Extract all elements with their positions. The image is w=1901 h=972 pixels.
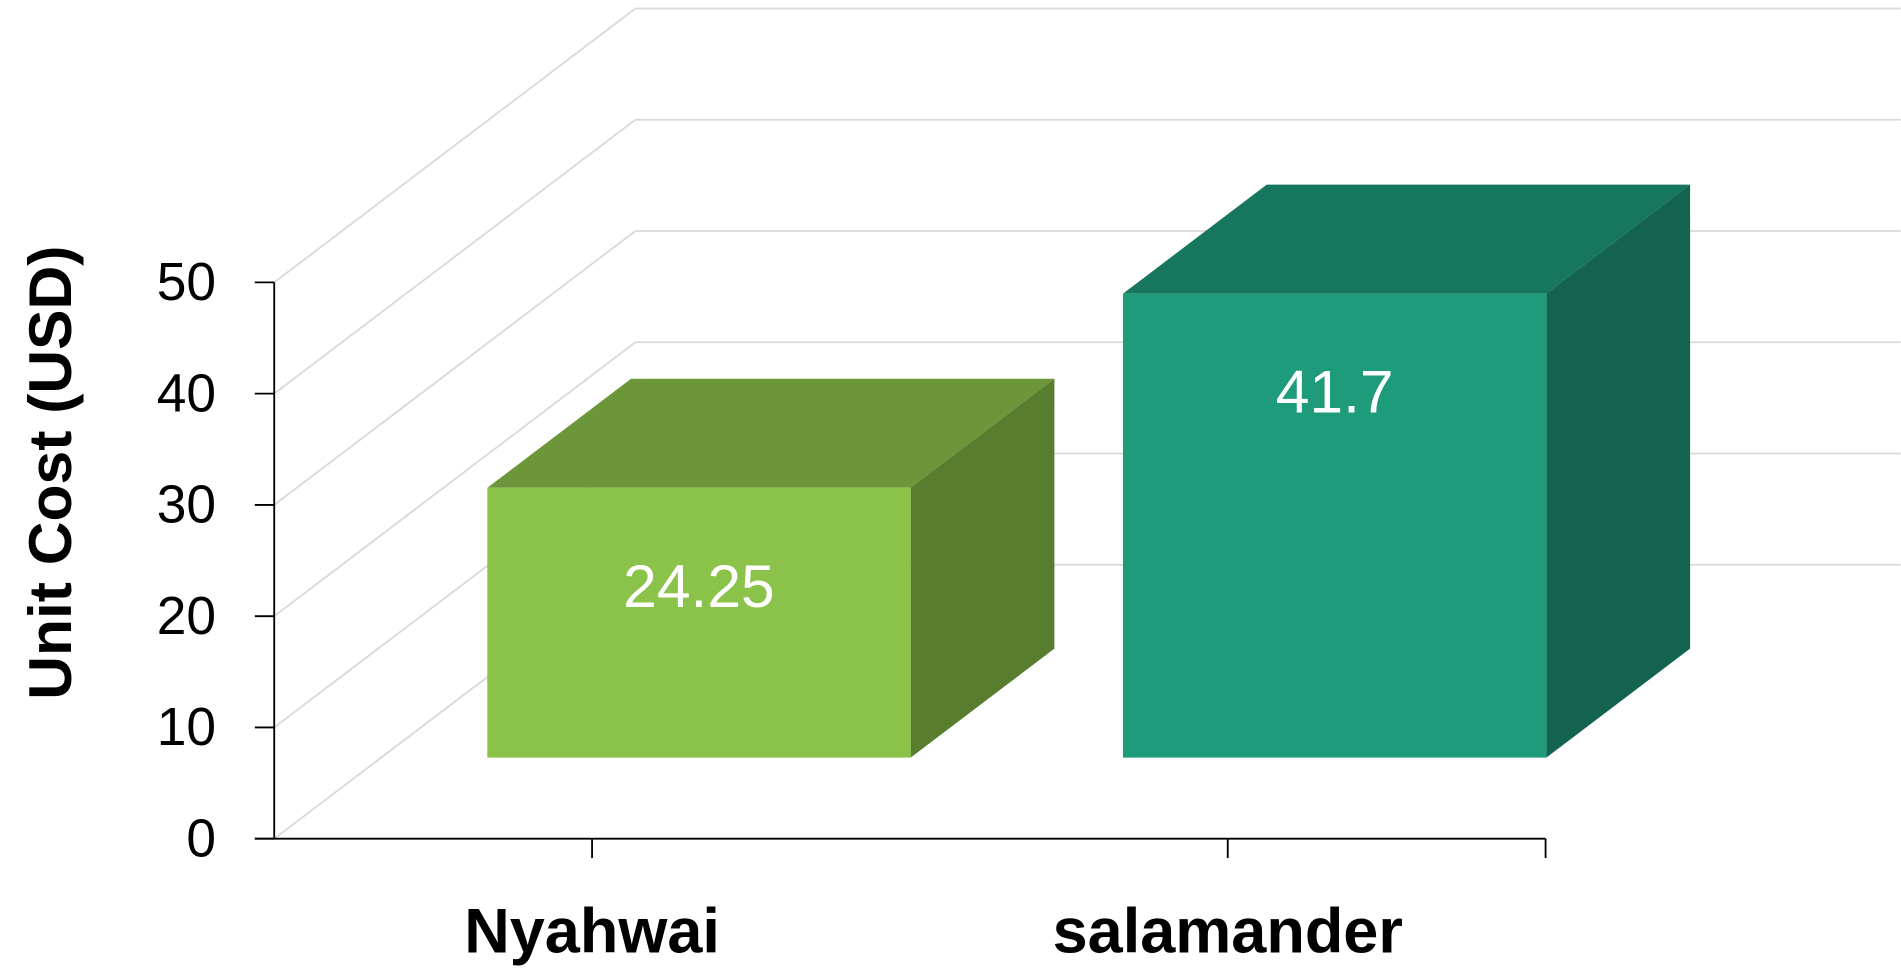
bar-side [1546,184,1691,758]
y-tick-label: 50 [157,253,216,312]
bar-top [487,378,1055,488]
bar [487,487,911,758]
grid-line [273,119,636,395]
bar-side [910,378,1055,758]
x-tick-label: salamander [1053,896,1403,966]
y-tick-label: 0 [186,809,216,868]
bar [1122,293,1547,758]
grid-line [273,7,636,284]
data-label: 41.7 [1276,358,1394,426]
data-label: 24.25 [623,552,775,620]
y-tick-label: 30 [157,476,216,535]
y-tick-label: 20 [157,587,216,646]
x-tick-label: Nyahwai [464,896,720,966]
bar-top [1122,184,1691,294]
grid-line [273,230,636,506]
y-tick-label: 40 [157,364,216,423]
y-axis-label: Unit Cost (USD) [16,246,84,700]
grid-line [273,341,636,617]
y-tick-label: 10 [157,698,216,757]
